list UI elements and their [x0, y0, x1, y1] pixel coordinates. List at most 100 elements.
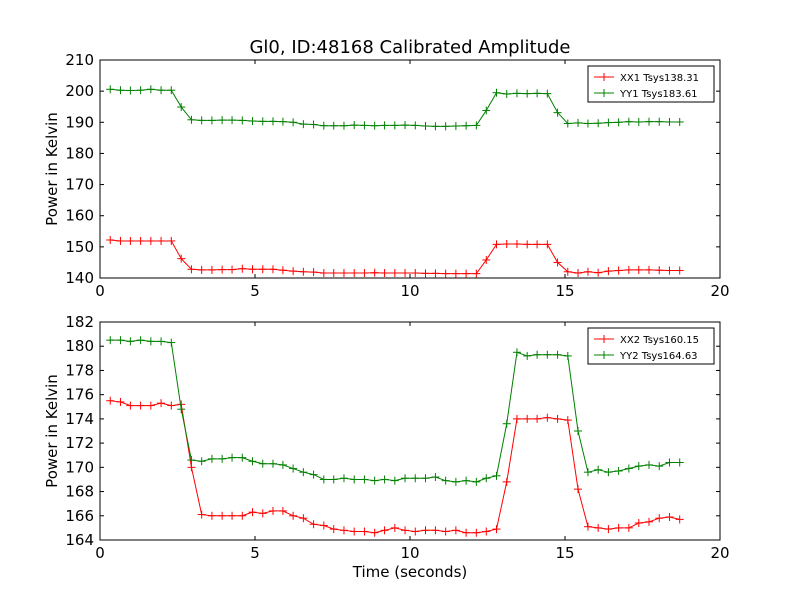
legend-label: XX2 Tsys160.15 — [620, 335, 699, 346]
y-tick-label: 170 — [65, 458, 94, 476]
data-point — [553, 258, 562, 267]
data-point — [238, 453, 247, 462]
data-point — [157, 236, 166, 245]
data-point — [431, 526, 440, 535]
data-point — [106, 85, 115, 94]
data-point — [614, 118, 623, 127]
data-point — [228, 511, 237, 520]
data-point — [421, 269, 430, 278]
data-point — [278, 266, 287, 275]
data-point — [197, 265, 206, 274]
data-point — [299, 120, 308, 129]
data-point — [401, 121, 410, 130]
data-point — [512, 89, 521, 98]
data-point — [370, 476, 379, 485]
data-point — [614, 266, 623, 275]
data-point — [482, 255, 491, 264]
data-point — [309, 120, 318, 129]
data-point — [329, 269, 338, 278]
data-point — [136, 236, 145, 245]
data-point — [431, 122, 440, 131]
data-point — [167, 86, 176, 95]
data-point — [624, 523, 633, 532]
data-point — [207, 454, 216, 463]
data-point — [472, 121, 481, 130]
data-point — [370, 268, 379, 277]
data-point — [655, 514, 664, 523]
data-point — [401, 474, 410, 483]
data-point — [604, 267, 613, 276]
data-point — [523, 351, 532, 360]
y-axis-label: Power in Kelvin — [43, 112, 61, 226]
data-point — [319, 475, 328, 484]
data-point — [146, 401, 155, 410]
data-point — [583, 119, 592, 128]
data-point — [675, 458, 684, 467]
x-tick-label: 20 — [710, 282, 729, 300]
data-point — [482, 474, 491, 483]
data-point — [624, 265, 633, 274]
data-point — [258, 459, 267, 468]
y-tick-label: 182 — [65, 313, 94, 331]
data-point — [553, 350, 562, 359]
data-point — [370, 121, 379, 130]
data-point — [167, 236, 176, 245]
data-point — [187, 456, 196, 465]
data-point — [624, 117, 633, 126]
data-point — [207, 265, 216, 274]
y-tick-label: 200 — [65, 82, 94, 100]
data-point — [268, 506, 277, 515]
data-point — [289, 511, 298, 520]
data-point — [177, 103, 186, 112]
data-point — [665, 117, 674, 126]
x-tick-label: 15 — [555, 282, 574, 300]
data-point — [329, 121, 338, 130]
data-point — [634, 519, 643, 528]
data-point — [218, 454, 227, 463]
data-point — [482, 106, 491, 115]
y-tick-label: 176 — [65, 386, 94, 404]
data-point — [543, 413, 552, 422]
data-point — [136, 401, 145, 410]
y-tick-label: 210 — [65, 51, 94, 69]
data-point — [106, 396, 115, 405]
y-tick-label: 174 — [65, 410, 94, 428]
data-point — [309, 470, 318, 479]
data-point — [309, 268, 318, 277]
data-point — [278, 117, 287, 126]
data-point — [258, 117, 267, 126]
y-tick-label: 172 — [65, 434, 94, 452]
y-tick-label: 140 — [65, 269, 94, 287]
data-point — [553, 108, 562, 117]
data-point — [289, 464, 298, 473]
data-point — [157, 337, 166, 346]
legend-label: YY1 Tsys183.61 — [619, 89, 698, 100]
data-point — [106, 336, 115, 345]
data-point — [614, 466, 623, 475]
data-point — [401, 526, 410, 535]
data-point — [390, 269, 399, 278]
data-point — [462, 269, 471, 278]
y-tick-label: 180 — [65, 144, 94, 162]
y-tick-label: 178 — [65, 361, 94, 379]
data-point — [278, 460, 287, 469]
data-point — [360, 121, 369, 130]
legend-item: YY2 Tsys164.63 — [594, 351, 698, 362]
data-point — [451, 269, 460, 278]
y-tick-label: 164 — [65, 531, 94, 549]
data-point — [574, 485, 583, 494]
data-point — [594, 523, 603, 532]
data-point — [218, 265, 227, 274]
x-tick-label: 5 — [250, 282, 260, 300]
legend-box — [587, 65, 715, 103]
data-point — [563, 351, 572, 360]
data-point — [218, 511, 227, 520]
legend-label: YY2 Tsys164.63 — [619, 351, 698, 362]
data-point — [665, 266, 674, 275]
data-point — [431, 473, 440, 482]
data-point — [421, 474, 430, 483]
data-point — [645, 117, 654, 126]
data-point — [472, 269, 481, 278]
data-point — [462, 476, 471, 485]
data-point — [411, 121, 420, 130]
